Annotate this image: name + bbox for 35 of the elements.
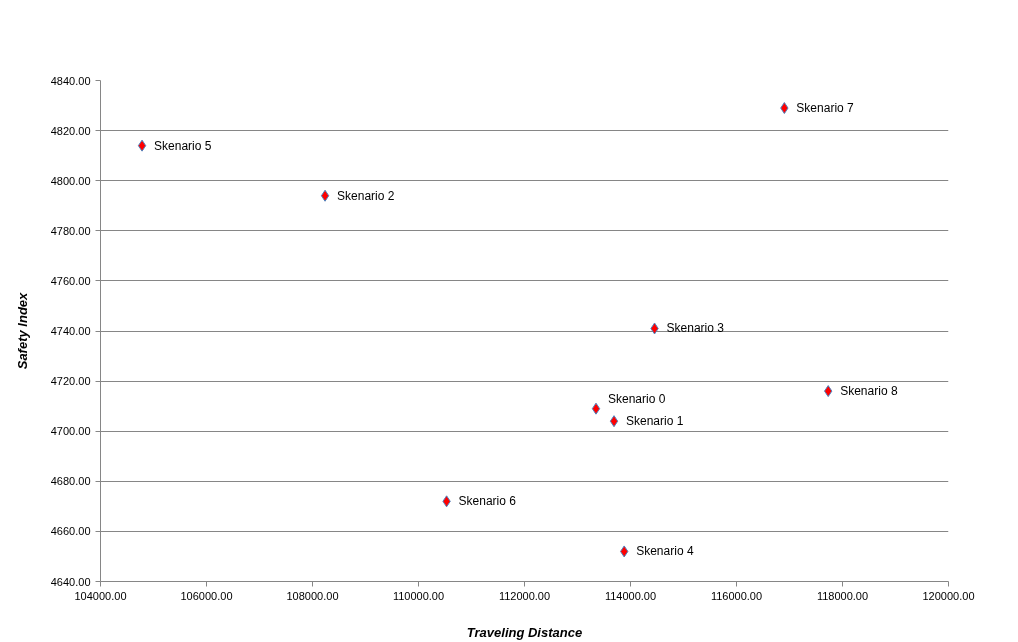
y-tick-label: 4660.00 [50,525,91,538]
y-tick-label: 4820.00 [50,124,91,137]
annotation: Skenario 7 [796,101,855,116]
x-tick-label: 120000.00 [922,589,975,602]
point [609,415,619,428]
x-tick-label: 114000.00 [604,589,657,602]
point [320,189,330,202]
y-tick-label: 4640.00 [50,575,91,588]
x-tick-label: 108000.00 [286,589,339,602]
x-tick-label: 112000.00 [498,589,551,602]
annotation: Skenario 2 [337,188,395,203]
annotation: Skenario 0 [608,391,666,406]
y-tick-label: 4720.00 [50,375,91,388]
y-tick-label: 4680.00 [50,475,91,488]
y-tick-label: 4760.00 [50,274,91,287]
annotation: Skenario 5 [154,138,212,153]
y-tick-label: 4780.00 [50,224,91,237]
y-tick-label: 4800.00 [50,174,91,187]
point [591,402,601,415]
x-tick-label: 110000.00 [392,589,445,602]
y-tick-label: 4700.00 [50,425,91,438]
x-tick-label: 104000.00 [74,589,127,602]
y-tick-label: 4840.00 [50,74,91,87]
x-tick-label: 106000.00 [180,589,233,602]
y-tick-label: 4740.00 [50,325,91,337]
annotation: Skenario 3 [666,321,725,336]
x-axis-title: Traveling Distance [466,624,583,640]
point [137,139,147,152]
annotation: Skenario 1 [626,414,684,429]
x-tick-label: 118000.00 [816,589,869,602]
x-tick-label: 116000.00 [710,589,763,602]
annotation: Skenario 8 [840,384,898,399]
annotation: Skenario 4 [636,544,694,559]
y-axis-title: Safety Index [14,291,30,370]
annotation: Skenario 6 [458,494,517,509]
